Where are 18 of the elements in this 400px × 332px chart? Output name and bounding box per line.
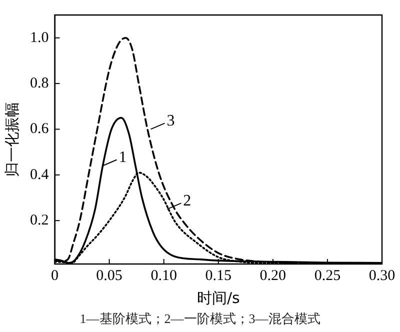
x-tick-label: 0.05 — [96, 268, 122, 284]
y-tick-label: 0.8 — [30, 75, 49, 92]
x-tick-label: 0.15 — [205, 268, 232, 284]
annotation: 3 — [166, 112, 175, 130]
y-tick-label: 1.0 — [30, 30, 49, 46]
annotation: 1 — [118, 148, 127, 166]
y-axis-title: 归一化振幅 — [2, 102, 21, 177]
x-tick-label: 0 — [51, 268, 58, 284]
x-tick-label: 0.30 — [368, 268, 396, 284]
text: 1—基阶模式；2—一阶模式；3—混合模式 — [78, 310, 322, 328]
y-tick-label: 0.4 — [30, 166, 50, 183]
x-tick-label: 0.20 — [260, 268, 286, 284]
x-tick-label: 0.25 — [314, 268, 341, 284]
annotation: 2 — [183, 192, 192, 210]
x-tick-label: 0.10 — [150, 268, 177, 284]
y-tick-label: 0.6 — [30, 121, 50, 138]
x-axis-title: 时间/s — [196, 288, 240, 307]
y-tick-label: 0.2 — [30, 212, 49, 229]
